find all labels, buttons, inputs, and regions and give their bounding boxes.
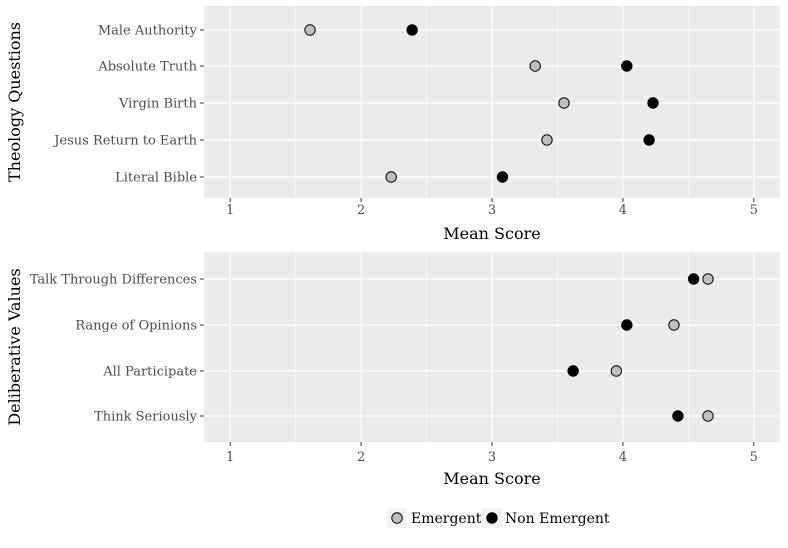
point-emergent xyxy=(529,60,541,72)
point-non-emergent xyxy=(647,97,659,109)
point-non-emergent xyxy=(406,24,418,36)
point-non-emergent xyxy=(621,60,633,72)
point-emergent xyxy=(558,97,570,109)
point-non-emergent xyxy=(621,319,633,331)
x-tick-label: 2 xyxy=(357,203,365,218)
x-tick-label: 2 xyxy=(357,450,365,465)
x-tick-label: 4 xyxy=(619,450,627,465)
x-tick-label: 4 xyxy=(619,203,627,218)
point-emergent xyxy=(668,319,680,331)
legend-key-emergent xyxy=(391,512,403,524)
x-tick-label: 1 xyxy=(226,450,234,465)
x-tick-label: 3 xyxy=(488,203,496,218)
category-label: Absolute Truth xyxy=(97,60,197,75)
legend-label: Emergent xyxy=(411,511,482,527)
point-emergent xyxy=(304,24,316,36)
point-non-emergent xyxy=(687,273,700,285)
category-label: Range of Opinions xyxy=(75,319,197,334)
category-label: Virgin Birth xyxy=(118,97,198,112)
category-label: Talk Through Differences xyxy=(30,273,197,288)
point-emergent xyxy=(610,365,623,377)
category-label: Think Seriously xyxy=(94,410,198,425)
point-emergent xyxy=(385,171,397,183)
x-tick-label: 1 xyxy=(226,203,234,218)
point-emergent xyxy=(702,410,714,422)
y-axis-title: Deliberative Values xyxy=(5,268,24,425)
point-non-emergent xyxy=(496,171,509,183)
x-tick-label: 3 xyxy=(488,450,496,465)
category-label: Male Authority xyxy=(98,24,198,39)
category-label: All Participate xyxy=(102,365,197,380)
y-axis-title: Theology Questions xyxy=(5,22,24,182)
legend-label: Non Emergent xyxy=(505,511,610,527)
x-tick-label: 5 xyxy=(750,203,758,218)
x-axis-title: Mean Score xyxy=(443,224,540,243)
legend-key-non-emergent xyxy=(486,512,498,524)
category-label: Literal Bible xyxy=(115,171,197,186)
point-non-emergent xyxy=(567,365,579,377)
x-tick-label: 5 xyxy=(750,450,758,465)
point-emergent xyxy=(702,273,714,285)
point-non-emergent xyxy=(672,410,684,422)
point-non-emergent xyxy=(643,134,655,146)
x-axis-title: Mean Score xyxy=(443,469,540,488)
category-label: Jesus Return to Earth xyxy=(52,134,197,149)
point-emergent xyxy=(541,134,553,146)
